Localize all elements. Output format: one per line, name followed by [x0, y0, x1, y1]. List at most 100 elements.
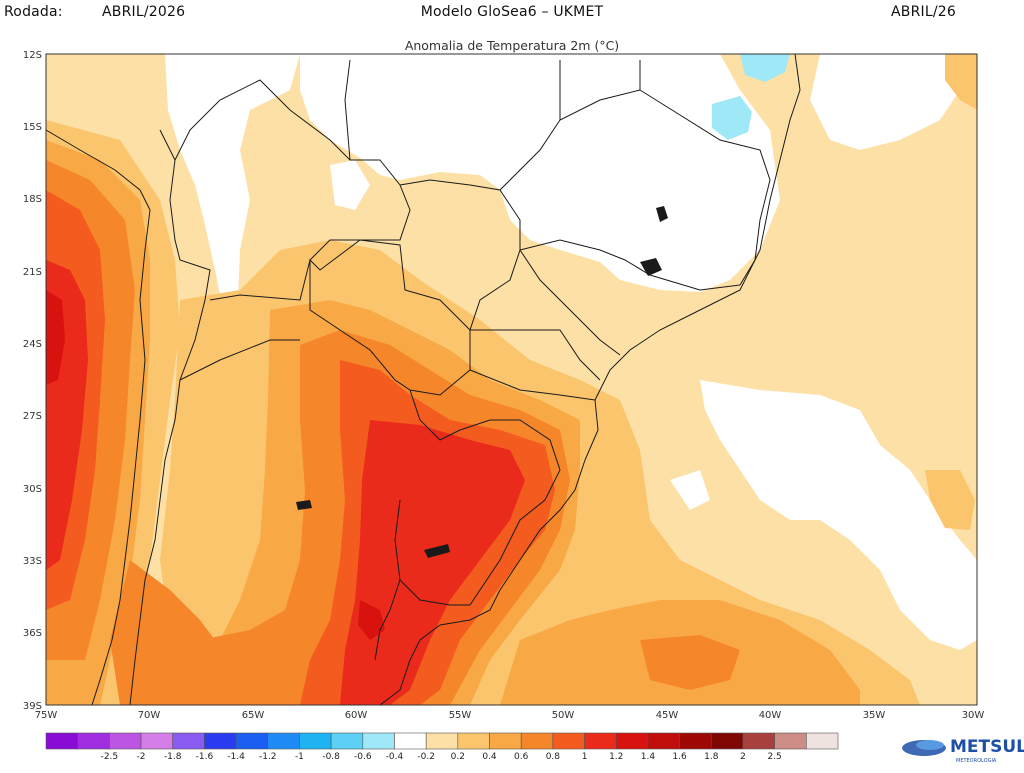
neutral-patch-mid [330, 160, 370, 210]
metsul-logo: METSUL METEOROLOGIA [902, 737, 1024, 764]
colorbar-swatch [584, 732, 617, 750]
colorbar-label: -2.5 [101, 752, 119, 762]
colorbar-swatch [425, 732, 459, 750]
colorbar-label: -0.8 [322, 752, 340, 762]
colorbar-label: -2 [137, 752, 146, 762]
colorbar: -2.5 -2 -1.8 -1.6 -1.4 -1.2 -1 -0.8 -0.6 -0.4 -0.2… [45, 732, 839, 762]
colorbar-swatch [109, 732, 142, 750]
colorbar-swatch [457, 732, 490, 750]
colorbar-swatch [204, 732, 237, 750]
colorbar-swatch [140, 732, 174, 750]
lon-label: 65W [242, 710, 265, 721]
colorbar-swatch [299, 732, 332, 750]
lon-label: 45W [656, 710, 679, 721]
anomaly-patch-06-se [925, 470, 975, 530]
cool-patch-1 [740, 54, 790, 82]
lat-label: 24S [23, 339, 42, 350]
map-frame [45, 53, 978, 706]
border-brazil-states-3 [499, 60, 641, 191]
colorbar-swatch [806, 732, 839, 750]
latitude-labels: 12S 15S 18S 21S 24S 27S 30S 33S 36S 39S [23, 50, 42, 712]
colorbar-swatch [647, 732, 680, 750]
border-brazil-states-6 [519, 249, 621, 356]
lakes [296, 206, 668, 558]
run-value: ABRIL/2026 [102, 4, 186, 20]
border-brazil-west [399, 179, 521, 331]
lat-label: 30S [23, 484, 42, 495]
coastline-atlantic [379, 53, 801, 706]
logo-text: METSUL [950, 737, 1024, 757]
border-brazil-states-8 [470, 329, 601, 381]
colorbar-label: -1.2 [259, 752, 277, 762]
colorbar-label: 1.4 [641, 752, 656, 762]
colorbar-swatch [679, 732, 712, 750]
lon-label: 55W [449, 710, 472, 721]
lat-label: 27S [23, 411, 42, 422]
colorbar-label: 1.8 [704, 752, 719, 762]
colorbar-label: 1.6 [672, 752, 687, 762]
colorbar-label: 0.6 [514, 752, 529, 762]
colorbar-label: 2.5 [767, 752, 781, 762]
colorbar-swatch [394, 732, 427, 750]
valid-month: ABRIL/26 [891, 4, 956, 20]
colorbar-swatch [330, 732, 364, 750]
neutral-area-east [700, 380, 977, 650]
globe-highlight-icon [916, 740, 944, 750]
logo-subtext: METEOROLOGIA [956, 758, 997, 764]
lon-label: 75W [35, 710, 58, 721]
colorbar-label: -0.6 [354, 752, 372, 762]
run-label: Rodada: [4, 4, 63, 20]
lake-2 [640, 258, 662, 276]
lon-label: 60W [345, 710, 368, 721]
colorbar-swatch [267, 732, 300, 750]
colorbar-label: 0.4 [482, 752, 497, 762]
anomaly-patch-10-south [640, 635, 740, 690]
lat-label: 33S [23, 556, 42, 567]
colorbar-label: -1.8 [164, 752, 182, 762]
border-brazil-states-7 [469, 369, 596, 401]
border-argentina-uruguay [409, 389, 561, 606]
lat-label: 18S [23, 194, 42, 205]
colorbar-label: -0.4 [386, 752, 404, 762]
colorbar-swatch [552, 732, 585, 750]
border-uruguay-west [394, 499, 470, 606]
lake-1 [656, 206, 668, 222]
anomaly-patch-06-ne [945, 54, 977, 110]
lat-label: 21S [23, 267, 42, 278]
anomaly-patch-16-west [46, 290, 65, 385]
neutral-area-northeast [810, 54, 960, 150]
lat-label: 36S [23, 628, 42, 639]
colorbar-swatch [77, 732, 110, 750]
colorbar-label: -1 [295, 752, 304, 762]
cool-patch-2 [712, 96, 752, 140]
colorbar-label: -1.4 [227, 752, 245, 762]
colorbar-label: -0.2 [417, 752, 435, 762]
anomaly-field [46, 54, 977, 705]
coast-rio-de-la-plata [374, 579, 401, 661]
neutral-area-west [165, 54, 300, 305]
lon-label: 50W [552, 710, 575, 721]
anomaly-band-14-central [340, 420, 525, 705]
colorbar-swatch [520, 732, 554, 750]
colorbar-swatch [615, 732, 649, 750]
colorbar-swatch [362, 732, 395, 750]
neutral-area-north [300, 54, 780, 292]
colorbar-label: 2 [740, 752, 746, 762]
colorbar-swatch [742, 732, 775, 750]
lat-label: 39S [23, 701, 42, 712]
longitude-labels: 75W 70W 65W 60W 55W 50W 45W 40W 35W 30W [35, 710, 985, 721]
border-brazil-states-2 [519, 239, 741, 291]
colorbar-swatch [710, 732, 744, 750]
lon-label: 70W [138, 710, 161, 721]
lat-label: 15S [23, 122, 42, 133]
lon-label: 35W [863, 710, 886, 721]
neutral-patch-east [670, 470, 710, 510]
colorbar-label: -1.6 [196, 752, 214, 762]
anomaly-band-10-southwest [110, 560, 250, 705]
lat-label: 12S [23, 50, 42, 61]
border-argentina-provinces [179, 339, 300, 381]
anomaly-patch-16-central [358, 600, 385, 640]
colorbar-swatch [489, 732, 522, 750]
